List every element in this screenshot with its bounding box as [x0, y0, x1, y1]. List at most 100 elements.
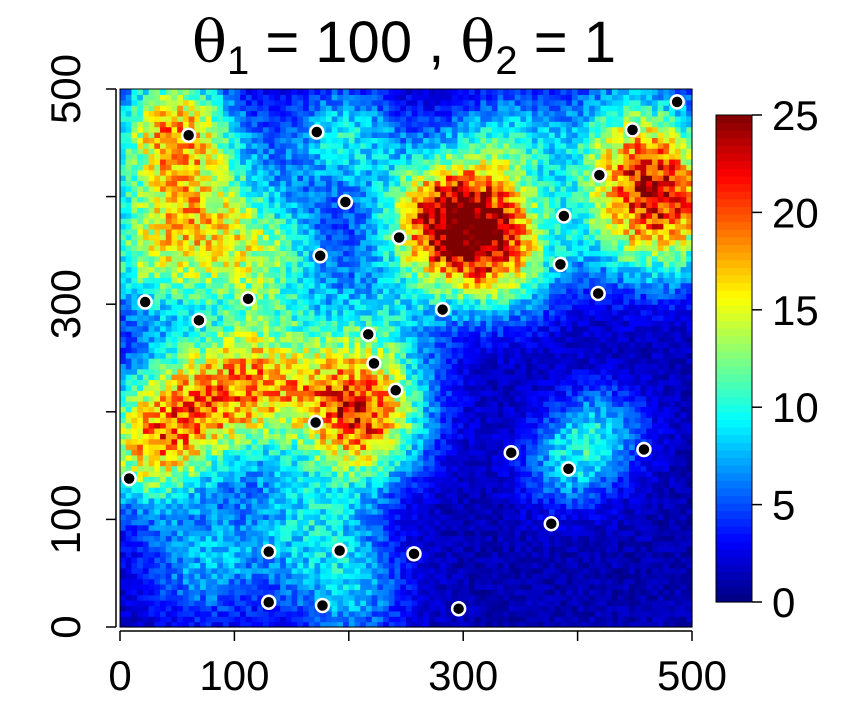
heatmap-cell [320, 309, 327, 316]
heatmap-cell [268, 384, 276, 391]
heatmap-cell [188, 460, 195, 467]
heatmap-cell [274, 169, 281, 176]
heatmap-cell [171, 126, 178, 133]
heatmap-cell [171, 148, 178, 155]
heatmap-cell [194, 105, 201, 112]
heatmap-cell [200, 535, 207, 542]
heatmap-cell [148, 395, 155, 402]
heatmap-cell [200, 180, 207, 187]
heatmap-cell [348, 277, 356, 284]
heatmap-cell [331, 228, 338, 235]
heatmap-cell [360, 540, 367, 547]
heatmap-cell [131, 438, 138, 445]
heatmap-cell [188, 304, 195, 311]
heatmap-cell [251, 417, 258, 424]
heatmap-cell [303, 331, 310, 338]
heatmap-cell [263, 331, 270, 338]
heatmap-cell [154, 282, 161, 289]
heatmap-cell [308, 390, 316, 397]
heatmap-cell [365, 605, 373, 612]
heatmap-cell [365, 207, 373, 214]
heatmap-cell [245, 519, 253, 526]
heatmap-cell [142, 497, 150, 504]
heatmap-cell [211, 89, 218, 95]
heatmap-cell [320, 492, 327, 499]
heatmap-cell [291, 616, 298, 623]
heatmap-cell [371, 325, 378, 332]
heatmap-cell [177, 583, 184, 590]
heatmap-cell [131, 223, 138, 230]
heatmap-cell [257, 605, 264, 612]
heatmap-cell [314, 535, 321, 542]
heatmap-cell [268, 277, 276, 284]
heatmap-cell [211, 384, 218, 391]
heatmap-cell [365, 417, 373, 424]
heatmap-cell [188, 562, 195, 569]
heatmap-cell [320, 234, 327, 241]
heatmap-cell [200, 503, 207, 510]
heatmap-cell [400, 245, 407, 251]
heatmap-cell [251, 277, 258, 284]
heatmap-cell [234, 605, 241, 612]
heatmap-cell [171, 610, 178, 617]
heatmap-cell [285, 433, 293, 440]
heatmap-cell [383, 363, 390, 370]
heatmap-cell [222, 454, 230, 461]
heatmap-cell [354, 288, 361, 295]
heatmap-cell [365, 99, 373, 106]
heatmap-cell [280, 573, 287, 580]
heatmap-cell [360, 449, 367, 456]
heatmap-cell [325, 508, 333, 515]
heatmap-cell [148, 148, 155, 155]
heatmap-cell [394, 540, 401, 547]
heatmap-cell [240, 261, 247, 268]
heatmap-cell [171, 524, 178, 531]
heatmap-cell [331, 304, 338, 311]
heatmap-cell [171, 616, 178, 623]
heatmap-cell [400, 358, 407, 364]
heatmap-cell [148, 358, 155, 364]
heatmap-cell [348, 578, 356, 585]
heatmap-cell [343, 454, 350, 461]
heatmap-cell [148, 185, 155, 192]
heatmap-cell [120, 503, 127, 510]
heatmap-cell [394, 314, 401, 321]
heatmap-cell [274, 99, 281, 106]
heatmap-cell [320, 110, 327, 117]
heatmap-cell [171, 363, 178, 370]
heatmap-cell [165, 530, 173, 537]
heatmap-cell [303, 309, 310, 316]
heatmap-cell [142, 454, 150, 461]
heatmap-cell [222, 368, 230, 375]
heatmap-cell [177, 110, 184, 117]
heatmap-cell [400, 519, 407, 526]
heatmap-cell [337, 427, 344, 434]
heatmap-cell [131, 201, 138, 208]
heatmap-cell [354, 600, 361, 607]
heatmap-cell [268, 94, 276, 101]
heatmap-cell [148, 126, 155, 133]
heatmap-cell [388, 470, 396, 477]
heatmap-cell [148, 470, 155, 477]
heatmap-cell [285, 401, 293, 408]
heatmap-cell [245, 250, 253, 257]
heatmap-cell [137, 271, 144, 278]
heatmap-cell [320, 573, 327, 580]
heatmap-cell [343, 616, 350, 623]
heatmap-cell [120, 142, 127, 149]
heatmap-cell [383, 228, 390, 235]
heatmap-cell [291, 288, 298, 295]
heatmap-cell [125, 293, 133, 300]
heatmap-cell [222, 132, 230, 139]
heatmap-cell [142, 379, 150, 386]
heatmap-cell [154, 546, 161, 553]
heatmap-cell [268, 239, 276, 246]
heatmap-cell [165, 245, 173, 251]
heatmap-cell [211, 395, 218, 402]
heatmap-cell [360, 234, 367, 241]
heatmap-cell [251, 314, 258, 321]
heatmap-cell [394, 422, 401, 429]
heatmap-cell [285, 390, 293, 397]
heatmap-cell [245, 358, 253, 364]
heatmap-cell [125, 605, 133, 612]
